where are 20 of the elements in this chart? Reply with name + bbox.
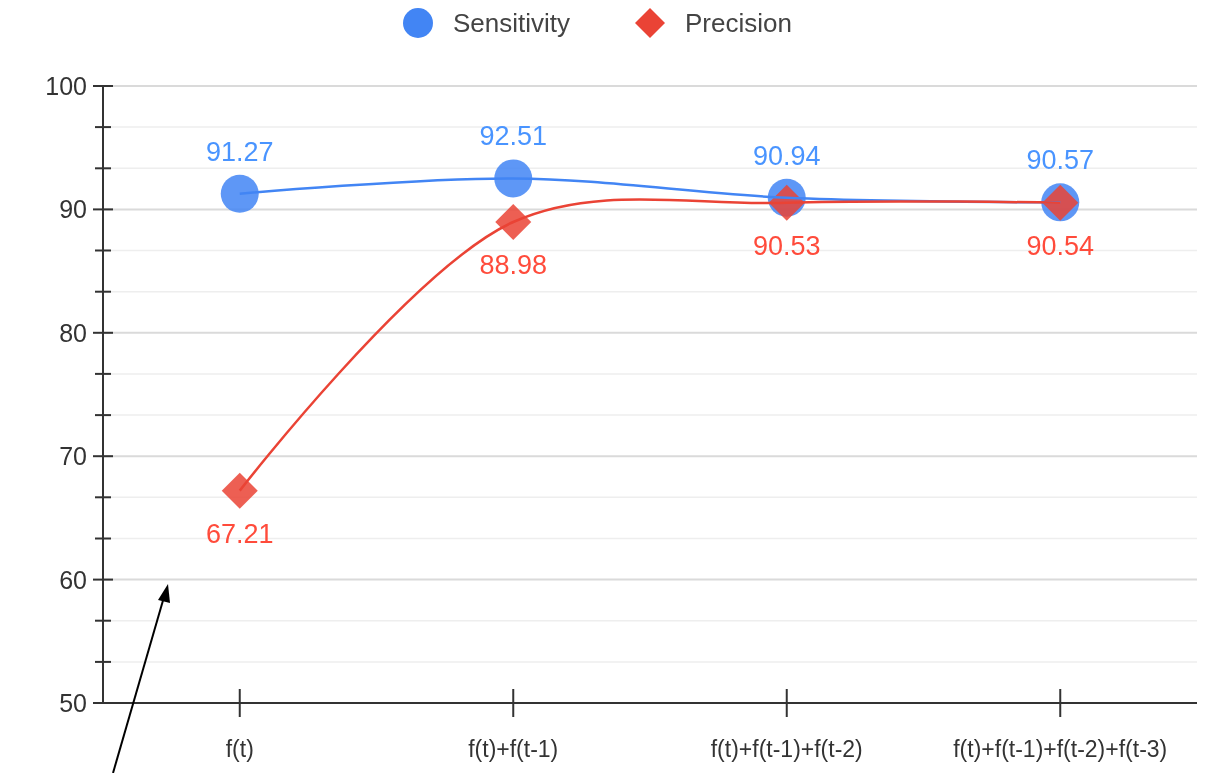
- x-tick-label: f(t)+f(t-1)+f(t-2): [710, 736, 863, 762]
- x-tick-label: f(t)+f(t-1)+f(t-2)+f(t-3): [953, 736, 1168, 762]
- data-label: 90.94: [752, 140, 821, 171]
- x-tick-label: f(t)+f(t-1): [468, 736, 559, 762]
- data-label: 67.21: [205, 518, 274, 549]
- y-tick-label: 100: [45, 72, 87, 100]
- data-label: 92.51: [479, 121, 548, 152]
- data-label: 90.54: [1026, 230, 1095, 261]
- y-tick-label: 80: [59, 318, 87, 347]
- legend-label: Sensitivity: [453, 8, 571, 38]
- data-label: 90.53: [752, 230, 821, 261]
- data-label: 91.27: [205, 136, 274, 167]
- y-tick-label: 50: [59, 689, 87, 717]
- y-tick-label: 60: [59, 565, 87, 594]
- x-tick-label: f(t): [225, 736, 254, 762]
- data-label: 90.57: [1026, 145, 1095, 176]
- y-tick-label: 70: [59, 442, 87, 471]
- legend-label: Precision: [685, 8, 792, 38]
- y-tick-label: 90: [59, 195, 87, 224]
- data-label: 88.98: [479, 249, 548, 280]
